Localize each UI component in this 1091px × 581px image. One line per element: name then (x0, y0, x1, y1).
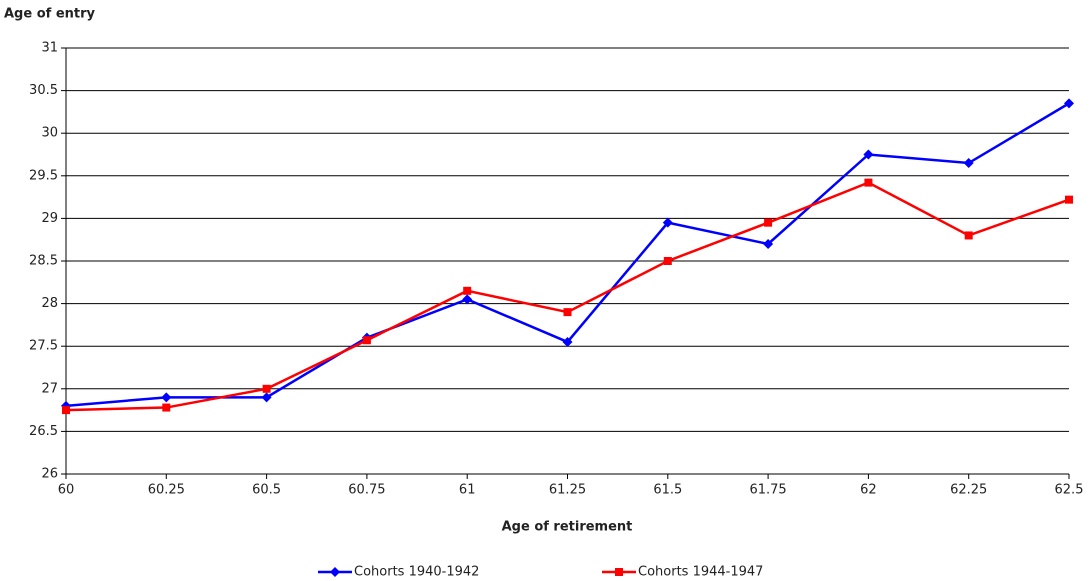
y-tick-label: 26.5 (29, 424, 58, 439)
x-tick-label: 61.25 (549, 483, 586, 498)
y-tick-label: 30 (41, 126, 58, 141)
data-point (1064, 98, 1074, 109)
data-point (1065, 195, 1073, 204)
x-tick-label: 61.5 (653, 483, 682, 498)
legend-label: Cohorts 1944-1947 (638, 565, 763, 580)
data-point (262, 384, 271, 393)
legend-marker (615, 568, 623, 576)
y-tick-label: 31 (41, 41, 58, 56)
x-tick-label: 62.5 (1055, 483, 1084, 498)
data-point (662, 217, 673, 228)
y-axis-title: Age of entry (4, 7, 96, 22)
data-point (161, 392, 172, 403)
data-point (462, 294, 473, 305)
y-tick-label: 26 (41, 467, 58, 482)
x-tick-label: 60.25 (148, 483, 185, 498)
series-line (65, 181, 1070, 412)
data-point (963, 158, 974, 169)
y-tick-label: 28 (41, 296, 58, 311)
legend-marker (330, 567, 340, 577)
data-point (362, 336, 371, 345)
data-point (563, 308, 572, 317)
data-point (562, 336, 573, 347)
data-point (162, 403, 171, 412)
y-tick-label: 29 (41, 211, 58, 226)
series-line (65, 102, 1070, 408)
data-point (964, 231, 973, 240)
x-tick-label: 61 (459, 483, 476, 498)
y-tick-label: 28.5 (29, 254, 58, 269)
x-tick-label: 60.75 (348, 483, 385, 498)
y-tick-label: 29.5 (29, 168, 58, 183)
x-tick-label: 62 (860, 483, 877, 498)
data-point (764, 218, 773, 227)
x-tick-label: 60 (58, 483, 75, 498)
x-tick-label: 60.5 (252, 483, 281, 498)
data-point (864, 178, 873, 187)
data-point (663, 257, 672, 265)
data-point (763, 238, 774, 249)
y-tick-label: 27 (41, 381, 58, 396)
y-tick-label: 27.5 (29, 339, 58, 354)
data-point (463, 286, 472, 295)
data-point (62, 406, 70, 415)
x-axis-title: Age of retirement (502, 520, 633, 535)
x-tick-label: 61.75 (749, 483, 786, 498)
legend-label: Cohorts 1940-1942 (354, 565, 479, 580)
data-point (261, 392, 272, 403)
y-tick-label: 30.5 (29, 83, 58, 98)
data-point (863, 149, 874, 160)
x-tick-label: 62.25 (950, 483, 987, 498)
